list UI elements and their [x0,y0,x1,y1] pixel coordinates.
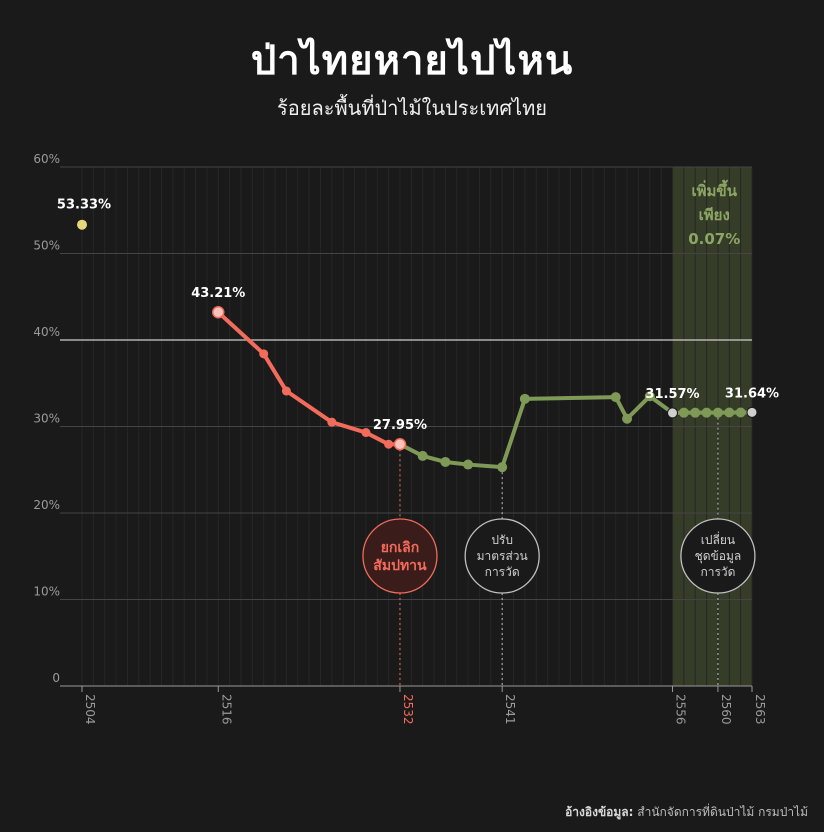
data-point [384,439,394,449]
data-point [361,428,371,438]
data-point [212,305,225,319]
data-label: 43.21% [191,286,245,301]
data-point [610,392,621,403]
y-tick-label: 20% [33,498,60,512]
source-note: อ้างอิงข้อมูล: สำนักจัดการที่ดินป่าไม้ ก… [565,803,808,822]
y-tick-label: 60% [33,152,60,166]
x-tick-label: 2556 [674,694,688,725]
shaded-region-text: เพียง [699,206,730,224]
data-label: 31.57% [645,387,699,402]
x-tick-label: 2541 [503,694,517,725]
data-label: 27.95% [373,418,427,433]
x-tick-label: 2516 [219,694,233,725]
annotation-text: สัมปทาน [373,558,427,574]
data-point [644,391,655,402]
data-point [327,417,337,427]
y-tick-label: 10% [33,585,60,599]
data-point [746,406,758,418]
shaded-region-text: 0.07% [688,230,740,248]
annotation-text: การวัด [700,565,735,579]
data-point [701,407,712,418]
annotation-text: มาตรส่วน [477,549,528,563]
shaded-region-text: เพิ่มขึ้น [692,179,738,200]
y-tick-label: 0 [52,671,60,685]
x-tick-label: 2560 [719,694,733,725]
data-point [463,459,474,470]
data-point [678,407,689,418]
data-point [690,407,701,418]
source-text: สำนักจัดการที่ดินป่าไม้ กรมป่าไม้ [637,805,808,819]
data-label: 31.64% [725,386,779,401]
annotation-text: ยกเลิก [381,540,420,556]
y-tick-label: 30% [33,412,60,426]
annotation-circle [362,518,438,594]
data-point [712,407,723,418]
data-point [724,407,735,418]
data-point [622,413,633,424]
data-point [519,393,530,404]
annotation-circle [464,518,540,594]
annotation-text: การวัด [485,565,520,579]
data-point [667,407,679,419]
annotation-text: ปรับ [491,533,513,547]
annotation-text: เปลี่ยน [701,531,735,547]
data-point [281,386,291,396]
data-label: 53.33% [57,198,111,213]
x-tick-label: 2532 [401,694,415,725]
data-point [440,456,451,467]
data-point [77,219,87,230]
y-tick-label: 40% [33,325,60,339]
data-point [393,437,407,451]
x-tick-label: 2504 [83,694,97,725]
data-point [417,450,428,461]
data-point [497,462,508,473]
page-title: ป่าไทยหายไปไหน [250,38,574,84]
annotation-circle [680,518,756,594]
page-subtitle: ร้อยละพื้นที่ป่าไม้ในประเทศไทย [277,96,547,120]
x-tick-label: 2563 [753,694,767,725]
y-tick-label: 50% [33,239,60,253]
data-point [259,349,269,359]
data-point [735,407,746,418]
annotation-text: ชุดข้อมูล [695,549,742,564]
source-label: อ้างอิงข้อมูล: [565,805,634,819]
